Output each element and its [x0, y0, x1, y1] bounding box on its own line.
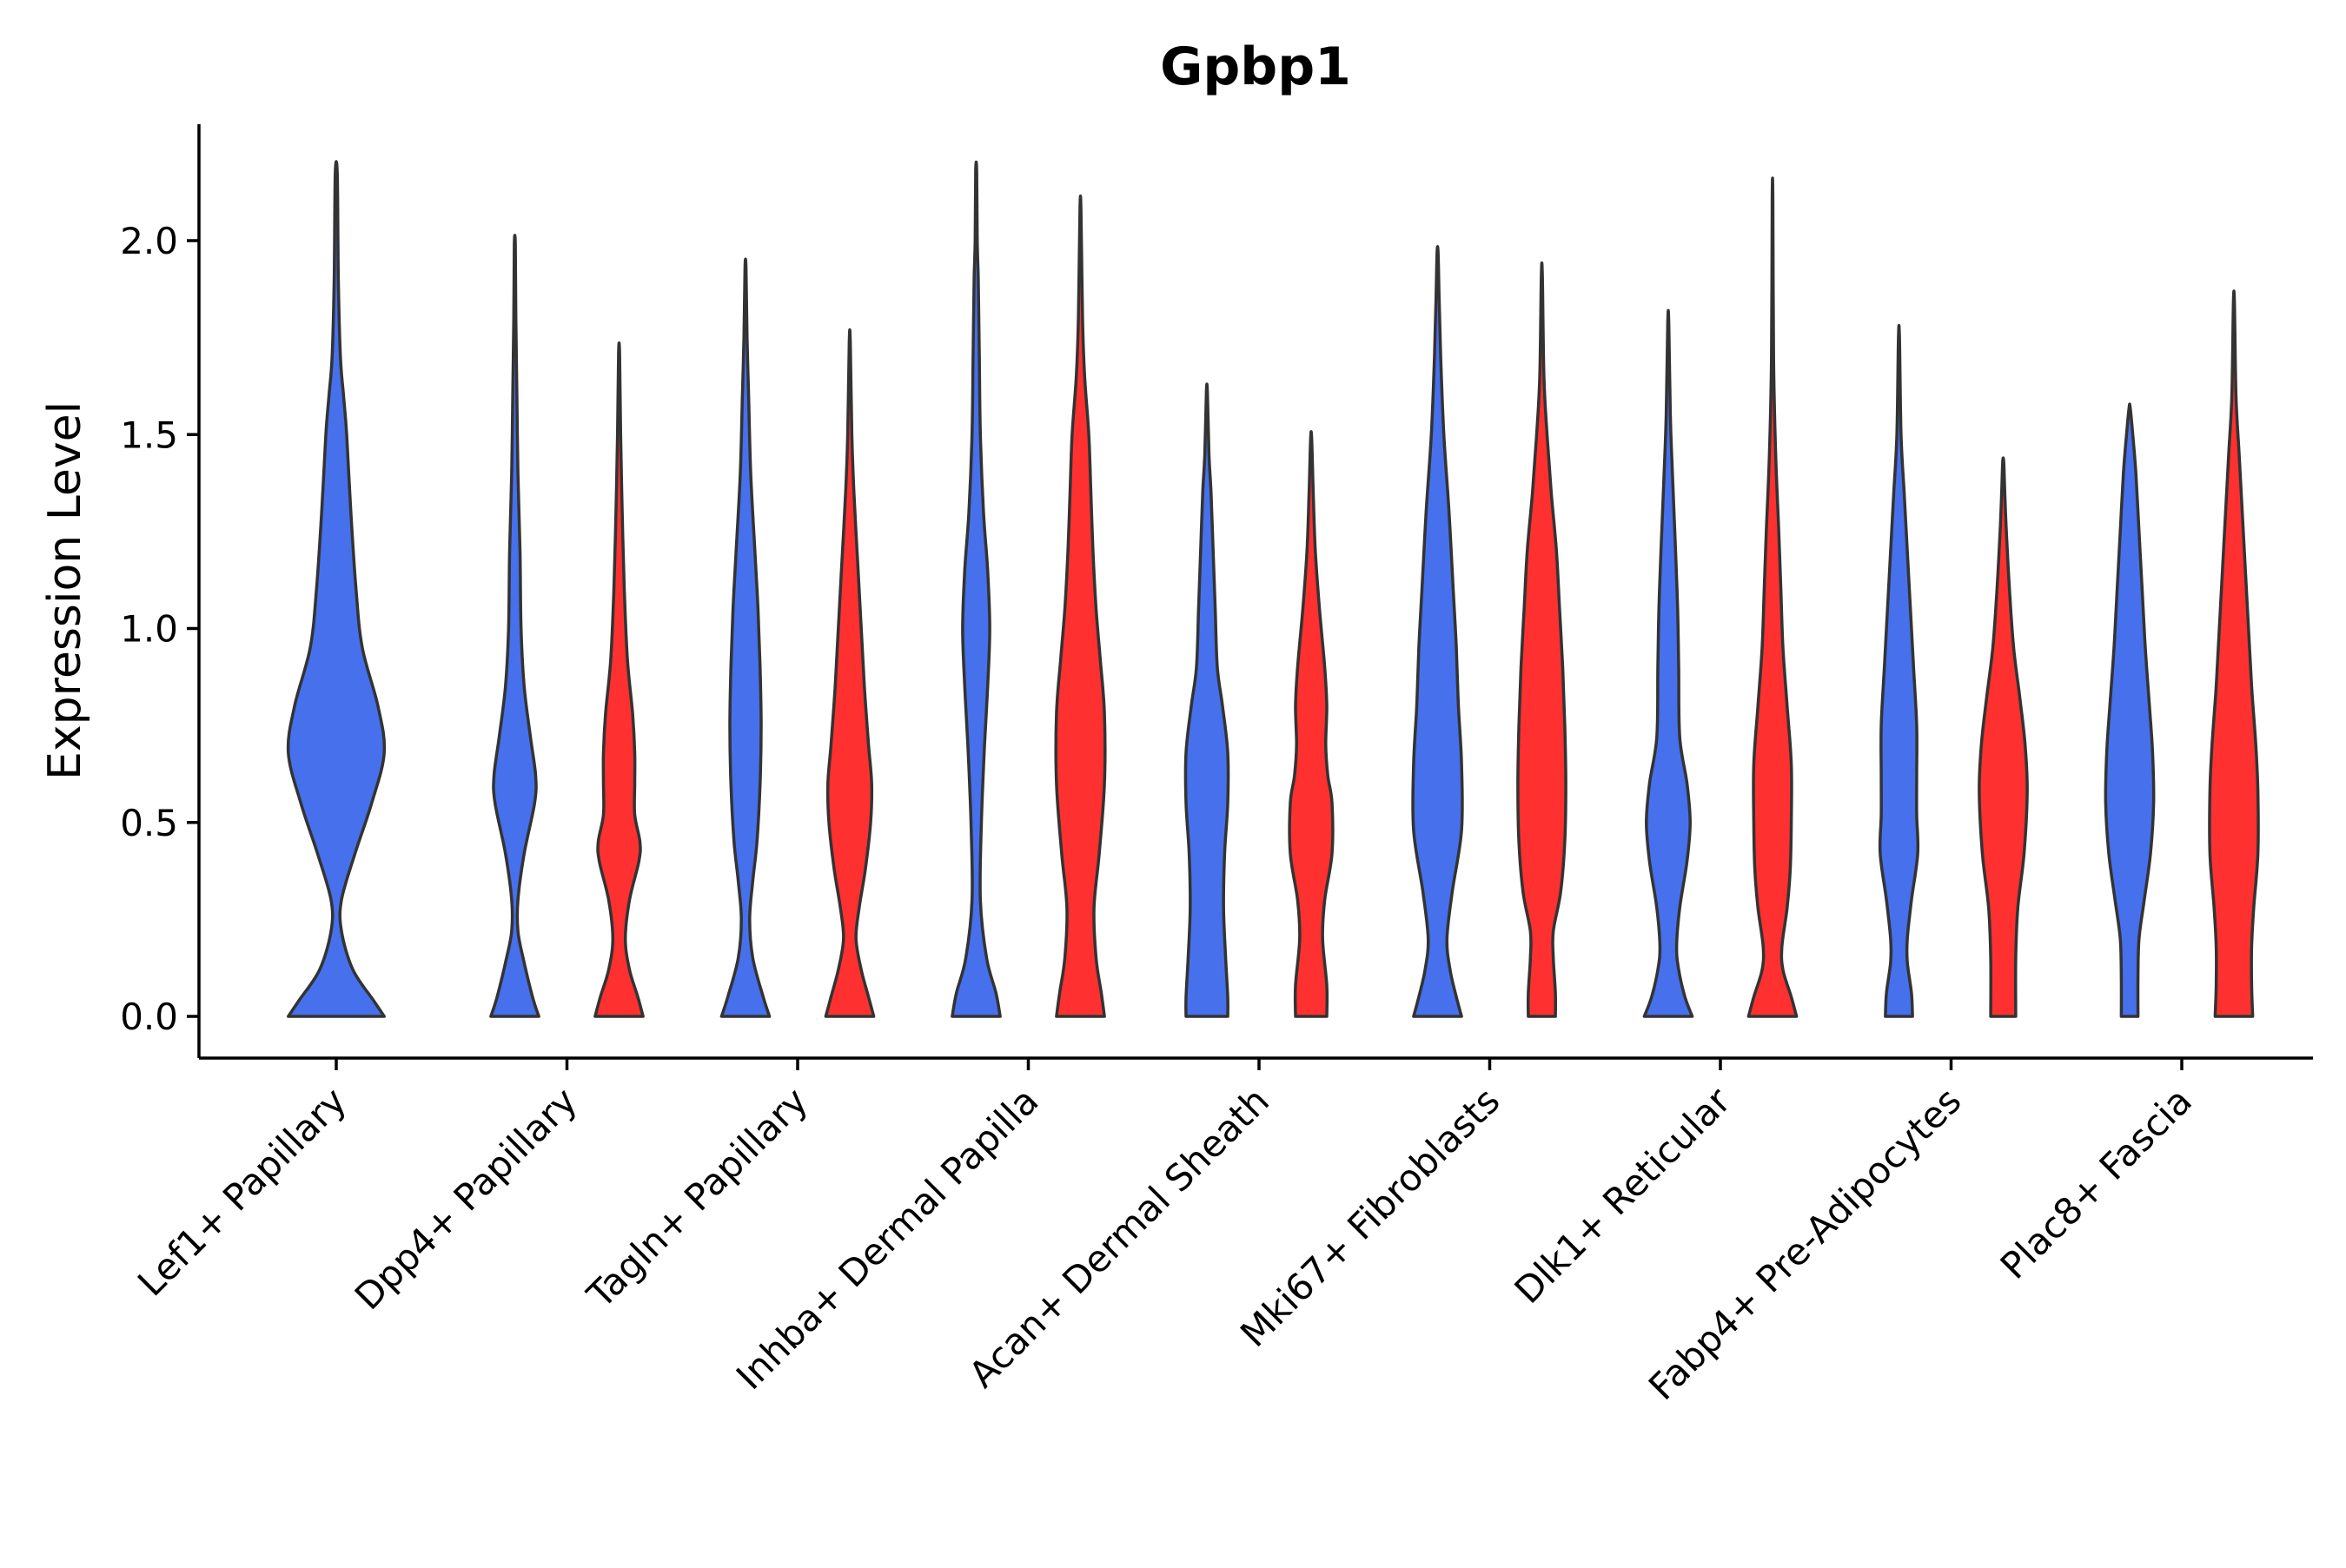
violin-2-group2 — [593, 341, 645, 1018]
violin-6-group2 — [1516, 261, 1567, 1018]
y-ticks: 0.0 0.5 1.0 1.5 2.0 — [120, 220, 199, 1038]
violins-layer — [286, 160, 2260, 1018]
y-axis-label: Expression Level — [39, 401, 91, 780]
violin-9-group1 — [2104, 402, 2156, 1018]
violin-8-group1 — [1878, 323, 1920, 1018]
violin-6-group1 — [1411, 244, 1464, 1018]
chart-title: Gpbp1 — [1160, 36, 1351, 97]
violin-7-group2 — [1746, 176, 1799, 1018]
violin-4-group1 — [951, 160, 1002, 1018]
y-tick-label: 1.0 — [120, 608, 178, 651]
violin-8-group2 — [1978, 456, 2029, 1018]
violin-1-group1 — [286, 160, 387, 1018]
violin-3-group2 — [824, 327, 876, 1018]
y-tick-label: 0.0 — [120, 996, 178, 1038]
violin-5-group1 — [1183, 382, 1230, 1018]
y-tick-label: 2.0 — [120, 220, 178, 262]
y-tick-label: 0.5 — [120, 802, 178, 844]
violin-2-group1 — [489, 234, 540, 1018]
y-tick-label: 1.5 — [120, 414, 178, 456]
violin-5-group2 — [1288, 430, 1335, 1018]
violin-3-group1 — [719, 257, 772, 1018]
violin-7-group1 — [1642, 308, 1694, 1018]
violin-4-group2 — [1054, 194, 1107, 1018]
violin-9-group2 — [2208, 289, 2260, 1018]
